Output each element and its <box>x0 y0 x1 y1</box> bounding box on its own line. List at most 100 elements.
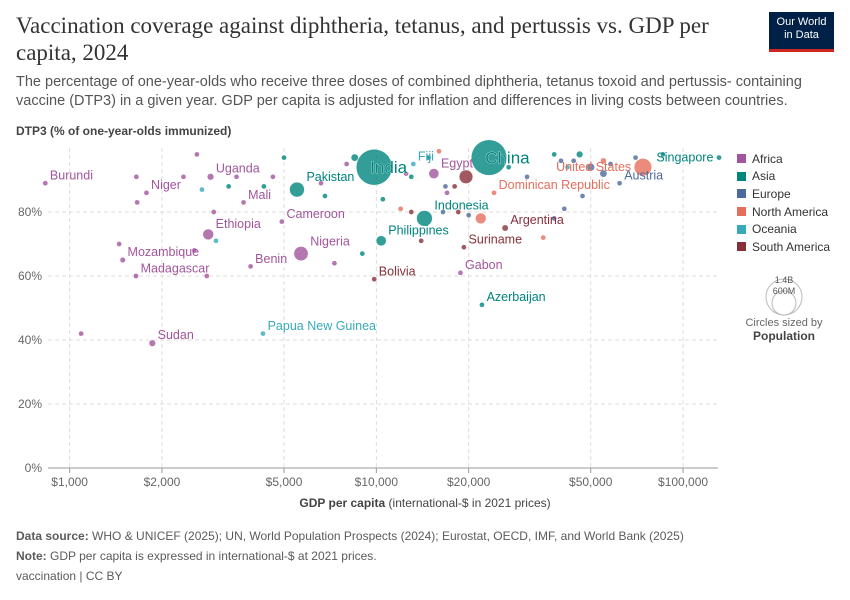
data-point[interactable] <box>576 150 584 158</box>
data-point[interactable] <box>281 154 287 161</box>
legend-item-africa[interactable]: Africa <box>737 150 830 168</box>
data-point[interactable] <box>261 183 267 190</box>
legend-item-north-america[interactable]: North America <box>737 203 830 221</box>
data-point[interactable] <box>134 199 141 206</box>
data-point-austria[interactable] <box>616 180 623 187</box>
data-point[interactable] <box>579 193 586 199</box>
data-point[interactable] <box>203 273 210 279</box>
data-point[interactable] <box>442 183 449 190</box>
data-point[interactable] <box>455 209 462 215</box>
legend-item-south-america[interactable]: South America <box>737 238 830 256</box>
data-point-niger[interactable] <box>143 189 150 196</box>
data-point-sudan[interactable] <box>148 339 156 347</box>
data-point[interactable] <box>558 157 564 164</box>
data-point-benin[interactable] <box>247 263 254 270</box>
data-point-nigeria[interactable] <box>293 246 309 262</box>
data-point-argentina[interactable] <box>501 224 509 232</box>
data-point[interactable] <box>133 173 140 180</box>
data-point[interactable] <box>425 154 432 161</box>
data-point[interactable] <box>440 209 446 215</box>
data-point[interactable] <box>180 173 187 180</box>
size-legend-variable: Population <box>753 329 815 343</box>
data-point[interactable] <box>607 161 614 167</box>
source-text[interactable]: WHO & UNICEF (2025); UN, World Populatio… <box>92 529 684 543</box>
data-point[interactable] <box>524 173 530 180</box>
data-point-azerbaijan[interactable] <box>479 301 485 308</box>
point-label: Niger <box>151 178 181 192</box>
data-point[interactable] <box>561 205 568 212</box>
data-point[interactable] <box>632 154 639 161</box>
data-point[interactable] <box>408 209 415 215</box>
data-point[interactable] <box>225 183 232 190</box>
data-point[interactable] <box>199 186 205 193</box>
data-point-burundi[interactable] <box>42 180 49 187</box>
data-point[interactable] <box>600 157 607 165</box>
footer-license[interactable]: vaccination | CC BY <box>16 569 123 583</box>
source-label: Data source: <box>16 529 89 543</box>
data-point[interactable] <box>322 193 328 199</box>
data-point[interactable] <box>408 173 415 180</box>
data-point-mali[interactable] <box>240 199 247 206</box>
data-point[interactable] <box>343 161 350 167</box>
data-point[interactable] <box>233 173 240 180</box>
chart-subtitle: The percentage of one-year-olds who rece… <box>16 74 802 109</box>
data-point-cameroon[interactable] <box>279 218 285 225</box>
data-point[interactable] <box>564 164 571 171</box>
x-tick-label: $1,000 <box>51 475 88 489</box>
data-point[interactable] <box>270 173 276 180</box>
data-point-china[interactable] <box>470 139 508 176</box>
data-point-fiji[interactable] <box>410 161 417 167</box>
data-point-india[interactable] <box>355 148 393 186</box>
data-point-egypt[interactable] <box>428 168 440 179</box>
data-point[interactable] <box>116 241 122 247</box>
data-point[interactable] <box>403 170 409 177</box>
legend-item-asia[interactable]: Asia <box>737 168 830 186</box>
data-point-mozambique[interactable] <box>119 256 126 264</box>
data-point-suriname[interactable] <box>461 244 467 251</box>
data-point[interactable] <box>418 237 425 244</box>
data-point-singapore[interactable] <box>716 154 722 161</box>
legend-item-oceania[interactable]: Oceania <box>737 220 830 238</box>
data-point[interactable] <box>660 151 666 158</box>
data-point[interactable] <box>379 196 386 203</box>
legend-item-europe[interactable]: Europe <box>737 185 830 203</box>
data-point[interactable] <box>551 151 558 158</box>
data-point[interactable] <box>213 237 219 244</box>
data-point[interactable] <box>599 169 608 178</box>
data-point-papua-new-guinea[interactable] <box>260 330 266 337</box>
data-point[interactable] <box>451 183 458 190</box>
size-legend-circle-small <box>771 290 797 316</box>
data-point-ethiopia[interactable] <box>202 228 214 241</box>
owid-logo[interactable]: Our World in Data <box>769 12 834 52</box>
data-point[interactable] <box>318 180 324 187</box>
data-point-gabon[interactable] <box>457 269 464 276</box>
data-point[interactable] <box>359 250 366 257</box>
data-point[interactable] <box>78 330 84 337</box>
data-point[interactable] <box>210 209 217 215</box>
data-point[interactable] <box>194 151 200 158</box>
data-point[interactable] <box>586 163 595 172</box>
data-point-madagascar[interactable] <box>133 273 139 279</box>
data-point-dominican-republic[interactable] <box>491 189 497 196</box>
data-point[interactable] <box>350 153 359 162</box>
data-point[interactable] <box>436 148 442 155</box>
data-point[interactable] <box>570 157 577 164</box>
data-point-pakistan[interactable] <box>289 181 305 198</box>
legend-label: Africa <box>752 151 783 166</box>
data-point-bolivia[interactable] <box>371 276 378 283</box>
data-point-mexico[interactable] <box>475 212 487 225</box>
x-tick-label: $10,000 <box>355 475 399 489</box>
data-point-uganda[interactable] <box>206 173 215 181</box>
data-point[interactable] <box>505 164 512 171</box>
data-point[interactable] <box>331 260 338 267</box>
data-point[interactable] <box>191 247 198 254</box>
data-point-philippines[interactable] <box>375 235 387 247</box>
data-point-brazil[interactable] <box>458 169 474 184</box>
data-point[interactable] <box>444 189 450 196</box>
data-point[interactable] <box>465 212 472 219</box>
data-point[interactable] <box>551 215 558 222</box>
data-point[interactable] <box>397 205 404 212</box>
data-point[interactable] <box>540 234 547 241</box>
data-point-indonesia[interactable] <box>416 210 433 227</box>
data-point-united-states[interactable] <box>633 158 652 177</box>
